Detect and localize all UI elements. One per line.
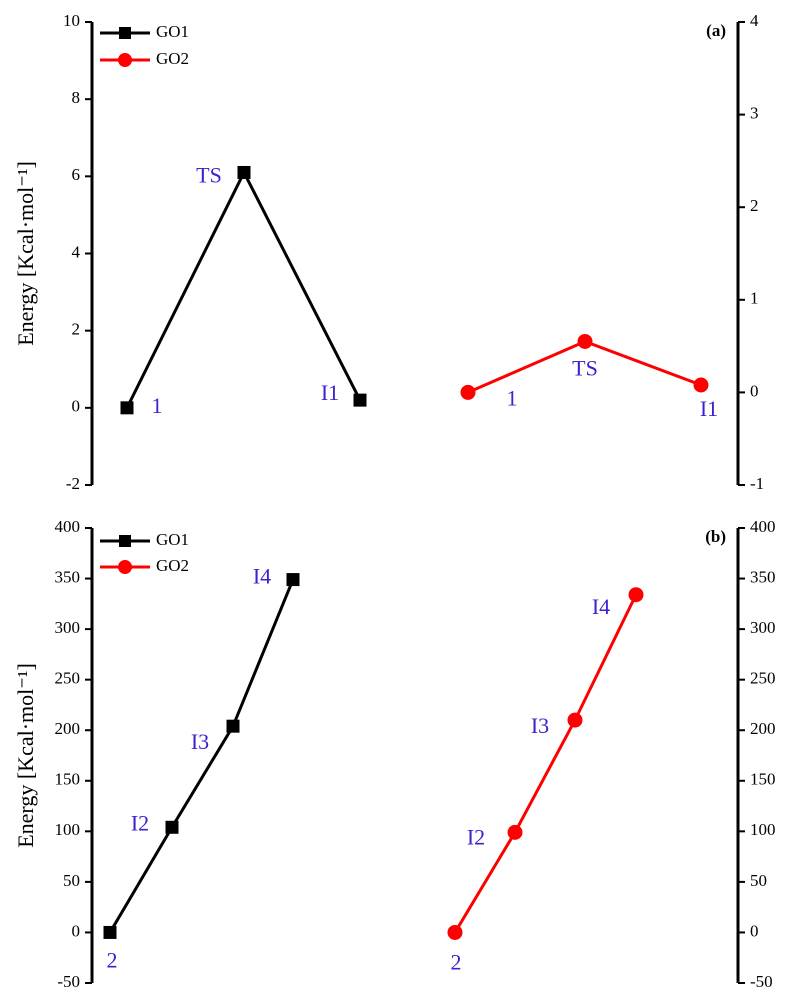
point-label: I1 — [700, 396, 718, 421]
point-label: 1 — [507, 385, 518, 410]
marker — [121, 401, 134, 414]
legend-label: GO2 — [156, 556, 189, 575]
marker — [694, 377, 709, 392]
y2-tick-label: 2 — [750, 196, 759, 215]
marker — [104, 926, 117, 939]
point-label: TS — [572, 356, 598, 381]
y2-tick-label: -50 — [750, 972, 773, 991]
marker — [508, 825, 523, 840]
y-tick-label: 4 — [72, 242, 81, 261]
y2-tick-label: 50 — [750, 871, 767, 890]
series-line — [110, 580, 293, 933]
panel-label: (a) — [706, 21, 726, 40]
point-label: I1 — [321, 380, 339, 405]
y-tick-label: 350 — [55, 567, 81, 586]
marker — [287, 573, 300, 586]
legend-marker — [118, 53, 132, 67]
y2-tick-label: 300 — [750, 618, 776, 637]
y2-tick-label: 4 — [750, 11, 759, 30]
y-tick-label: -2 — [66, 474, 80, 493]
chart: -20246810-101234Energy [Kcal·mol⁻¹](a)1T… — [0, 0, 790, 995]
y2-tick-label: 200 — [750, 719, 776, 738]
y-axis-label: Energy [Kcal·mol⁻¹] — [13, 161, 38, 346]
y2-tick-label: 100 — [750, 820, 776, 839]
y-tick-label: 100 — [55, 820, 81, 839]
y2-tick-label: 0 — [750, 381, 759, 400]
y-tick-label: 0 — [72, 921, 81, 940]
y-tick-label: 250 — [55, 669, 81, 688]
y2-tick-label: 400 — [750, 517, 776, 536]
marker — [578, 334, 593, 349]
y2-tick-label: 1 — [750, 289, 759, 308]
y-tick-label: 150 — [55, 770, 81, 789]
y2-tick-label: 250 — [750, 669, 776, 688]
legend-marker — [119, 27, 131, 39]
legend-marker — [119, 535, 131, 547]
y-tick-label: 0 — [72, 397, 81, 416]
marker — [461, 385, 476, 400]
point-label: TS — [196, 163, 222, 188]
y-axis-label: Energy [Kcal·mol⁻¹] — [13, 663, 38, 848]
y2-tick-label: 0 — [750, 921, 759, 940]
marker — [238, 166, 251, 179]
panel-label: (b) — [705, 527, 726, 546]
y2-tick-label: 350 — [750, 567, 776, 586]
y-tick-label: 2 — [72, 320, 81, 339]
page: -20246810-101234Energy [Kcal·mol⁻¹](a)1T… — [0, 0, 790, 995]
series-line — [127, 172, 360, 407]
y-tick-label: 200 — [55, 719, 81, 738]
point-label: 1 — [152, 393, 163, 418]
point-label: 2 — [451, 949, 462, 974]
point-label: I3 — [191, 729, 209, 754]
marker — [227, 720, 240, 733]
y-tick-label: 8 — [72, 88, 81, 107]
legend-label: GO2 — [156, 49, 189, 68]
y2-tick-label: -1 — [750, 474, 764, 493]
marker — [354, 394, 367, 407]
y-tick-label: 10 — [63, 11, 80, 30]
legend-marker — [118, 560, 132, 574]
point-label: I4 — [253, 564, 271, 589]
point-label: I2 — [467, 824, 485, 849]
legend-label: GO1 — [156, 530, 189, 549]
series-line — [455, 595, 636, 933]
point-label: I4 — [592, 594, 610, 619]
point-label: 2 — [107, 947, 118, 972]
y-tick-label: 6 — [72, 165, 81, 184]
point-label: I3 — [531, 713, 549, 738]
y-tick-label: 50 — [63, 871, 80, 890]
marker — [568, 713, 583, 728]
y2-tick-label: 150 — [750, 770, 776, 789]
legend-label: GO1 — [156, 22, 189, 41]
marker — [629, 587, 644, 602]
y-tick-label: -50 — [57, 972, 80, 991]
marker — [166, 821, 179, 834]
y-tick-label: 400 — [55, 517, 81, 536]
point-label: I2 — [131, 810, 149, 835]
y2-tick-label: 3 — [750, 104, 759, 123]
y-tick-label: 300 — [55, 618, 81, 637]
marker — [448, 925, 463, 940]
